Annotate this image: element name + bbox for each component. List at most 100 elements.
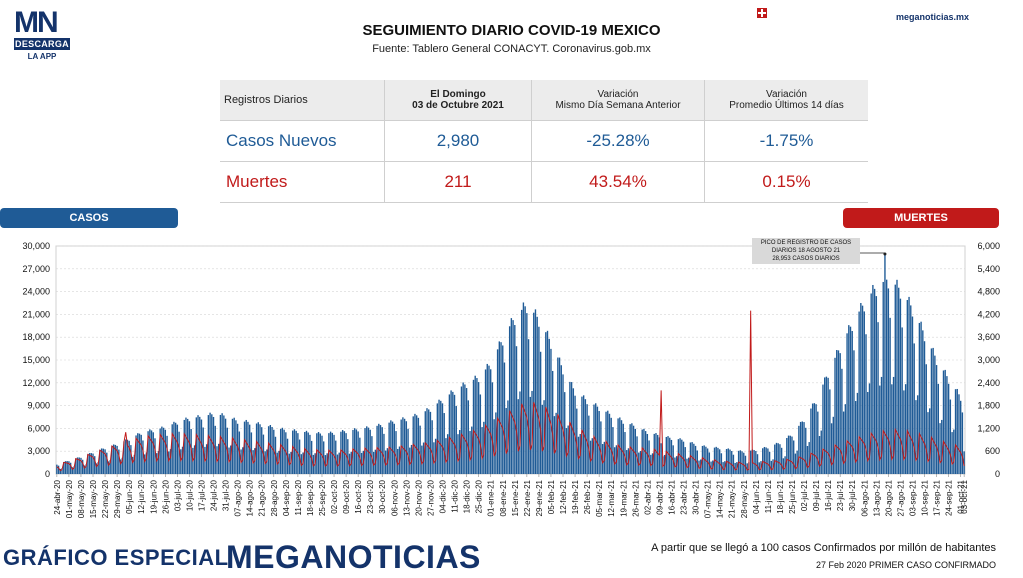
- casos-bar: [428, 409, 430, 474]
- casos-bar: [898, 287, 900, 474]
- casos-bar: [867, 392, 869, 474]
- casos-bar: [729, 449, 731, 474]
- casos-bar: [885, 279, 888, 474]
- casos-bar: [789, 435, 791, 474]
- casos-bar: [140, 434, 142, 474]
- casos-bar: [469, 430, 471, 474]
- casos-bar: [608, 413, 611, 474]
- casos-bar: [718, 449, 721, 474]
- casos-bar: [145, 452, 148, 474]
- casos-bar: [861, 305, 864, 474]
- casos-bar: [150, 430, 153, 474]
- casos-bar: [877, 322, 879, 474]
- casos-bar: [119, 459, 122, 474]
- casos-bar: [414, 413, 416, 474]
- casos-label: Casos Nuevos: [220, 120, 385, 162]
- casos-bar: [94, 456, 96, 474]
- casos-bar: [562, 374, 564, 474]
- casos-bar: [613, 447, 616, 474]
- x-tick-label: 17-sep-21: [933, 479, 942, 516]
- casos-bar: [963, 451, 965, 474]
- x-tick-label: 26-jun-20: [161, 479, 170, 513]
- header-variacion-14-line1: Variación: [766, 89, 807, 100]
- casos-bar: [820, 430, 822, 474]
- header-domingo-line1: El Domingo: [430, 89, 486, 100]
- casos-bar: [329, 431, 332, 474]
- stats-row-casos: Casos Nuevos 2,980 -25.28% -1.75%: [220, 120, 868, 162]
- casos-bar: [131, 456, 134, 474]
- logo-mark: MN: [14, 6, 59, 39]
- casos-bar: [873, 288, 876, 474]
- casos-bar: [553, 416, 556, 474]
- casos-bar: [806, 445, 809, 474]
- muertes-today: 211: [384, 161, 532, 203]
- casos-bar: [811, 403, 814, 474]
- casos-bar: [849, 326, 852, 474]
- casos-bar: [255, 423, 258, 474]
- x-tick-label: 24-sep-21: [945, 479, 954, 516]
- casos-bar: [116, 445, 118, 474]
- casos-bar: [541, 404, 544, 474]
- casos-bar: [696, 450, 698, 474]
- casos-bar: [367, 427, 370, 474]
- casos-bar: [763, 446, 766, 474]
- y-left-tick-label: 0: [45, 469, 50, 479]
- casos-bar: [660, 443, 662, 474]
- logo[interactable]: MN DESCARGA LA APP: [14, 8, 70, 61]
- y-left-tick-label: 24,000: [22, 287, 50, 297]
- casos-bar: [161, 426, 163, 474]
- casos-bar: [193, 445, 196, 474]
- casos-bar: [405, 421, 408, 474]
- page-subtitle: Fuente: Tablero General CONACYT. Coronav…: [372, 43, 651, 55]
- casos-bar: [624, 432, 626, 474]
- x-tick-label: 16-oct-20: [354, 479, 363, 513]
- casos-bar: [894, 284, 896, 474]
- casos-bar: [884, 253, 886, 474]
- y-left-tick-label: 21,000: [22, 309, 50, 319]
- casos-bar: [595, 403, 597, 474]
- casos-bar: [59, 468, 61, 474]
- stats-table: Registros Diarios El Domingo 03 de Octub…: [220, 80, 868, 203]
- casos-bar: [335, 440, 337, 474]
- brand-meganoticias: MEGANOTICIAS: [226, 539, 481, 575]
- casos-bar: [550, 348, 552, 474]
- casos-bar: [791, 436, 793, 474]
- casos-bar: [858, 311, 860, 474]
- casos-bar: [66, 461, 68, 474]
- casos-bar: [722, 462, 724, 474]
- x-tick-label: 25-dic-20: [475, 479, 484, 513]
- x-tick-label: 15-ene-21: [511, 479, 520, 516]
- casos-bar: [87, 454, 89, 474]
- casos-bar: [73, 466, 75, 474]
- x-tick-label: 16-jul-21: [824, 479, 833, 511]
- casos-bar: [137, 433, 139, 474]
- casos-bar: [830, 423, 833, 474]
- casos-bar: [880, 376, 883, 474]
- casos-bar: [445, 438, 447, 474]
- casos-bar: [452, 391, 454, 474]
- casos-bar: [257, 422, 259, 474]
- header-domingo: El Domingo 03 de Octubre 2021: [384, 80, 532, 121]
- casos-bar: [390, 420, 392, 474]
- header-variacion-semana-line1: Variación: [597, 89, 639, 100]
- casos-bar: [588, 415, 590, 474]
- x-tick-label: 14-ago-20: [246, 479, 255, 516]
- muertes-line: [56, 310, 965, 472]
- footer-note: A partir que se llegó a 100 casos Confir…: [651, 542, 996, 554]
- x-tick-label: 12-feb-21: [559, 479, 568, 514]
- casos-bar: [529, 396, 531, 474]
- casos-bar: [99, 449, 101, 474]
- casos-bar: [777, 443, 779, 474]
- legend-muertes: MUERTES: [843, 208, 999, 228]
- casos-bar: [183, 419, 185, 474]
- casos-bar: [753, 450, 755, 474]
- casos-bar: [539, 351, 542, 474]
- casos-bar: [453, 394, 456, 474]
- casos-bar: [384, 450, 387, 474]
- x-tick-label: 08-may-20: [77, 479, 86, 518]
- casos-bar: [381, 427, 383, 474]
- casos-bar: [457, 434, 459, 474]
- site-link[interactable]: meganoticias.mx: [896, 12, 970, 22]
- casos-bar: [655, 433, 657, 474]
- x-tick-label: 11-sep-20: [294, 479, 303, 515]
